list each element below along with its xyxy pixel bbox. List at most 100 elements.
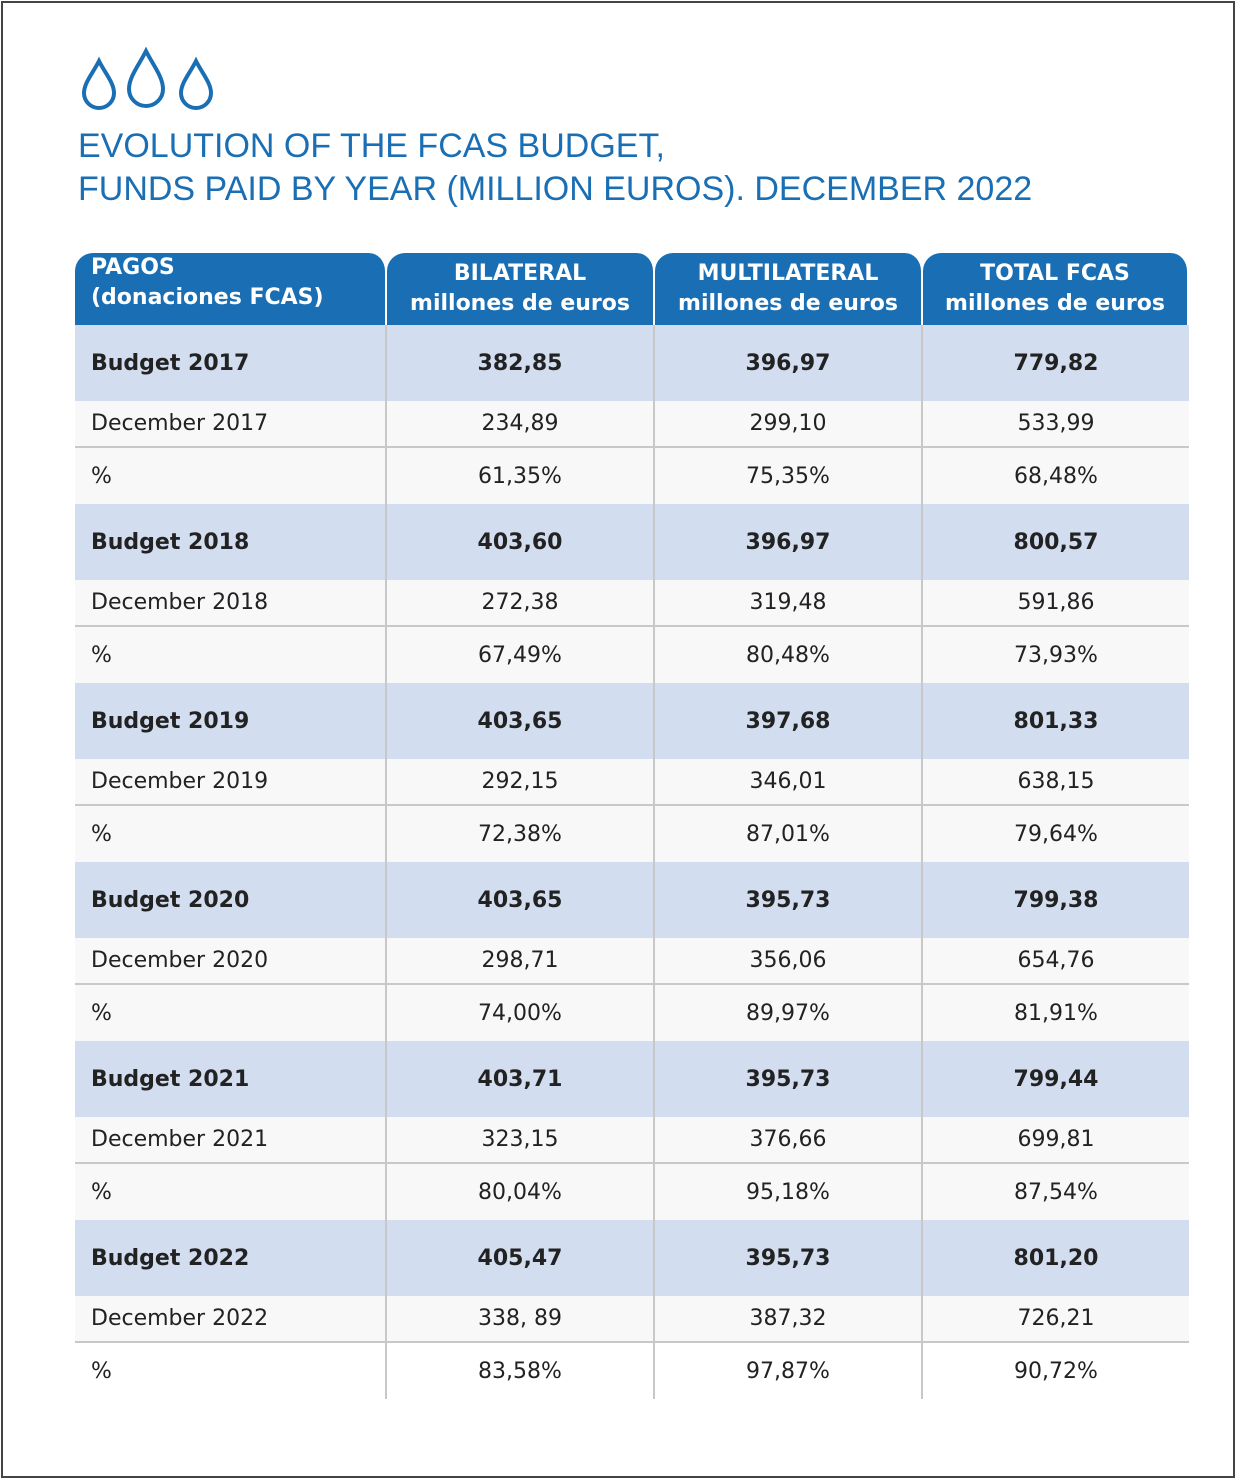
- table-row: Budget 2021 403,71 395,73 799,44: [75, 1041, 1189, 1117]
- table-row: December 2017 234,89 299,10 533,99: [75, 401, 1189, 448]
- table-row: % 61,35% 75,35% 68,48%: [75, 448, 1189, 504]
- header-text: (donaciones FCAS): [91, 285, 324, 310]
- table-cell: 397,68: [655, 683, 923, 759]
- header-cell: MULTILATERAL millones de euros: [655, 253, 923, 325]
- table: PAGOS (donaciones FCAS) BILATERAL millones …: [75, 253, 1189, 1399]
- table-cell: 72,38%: [387, 806, 655, 862]
- table-cell: 779,82: [923, 325, 1189, 401]
- table-cell: 319,48: [655, 580, 923, 627]
- table-cell: Budget 2020: [75, 862, 387, 938]
- title-line: FUNDS PAID BY YEAR (MILLION EUROS). DECE…: [78, 170, 1033, 208]
- header-row: PAGOS (donaciones FCAS) BILATERAL millones …: [75, 253, 1189, 325]
- table-cell: 299,10: [655, 401, 923, 448]
- table-cell: 726,21: [923, 1296, 1189, 1343]
- table-cell: 403,65: [387, 862, 655, 938]
- table-cell: 323,15: [387, 1117, 655, 1164]
- header-cell: BILATERAL millones de euros: [387, 253, 655, 325]
- table-cell: December 2022: [75, 1296, 387, 1343]
- table-cell: %: [75, 627, 387, 683]
- table-cell: 533,99: [923, 401, 1189, 448]
- table-cell: Budget 2018: [75, 504, 387, 580]
- table-cell: %: [75, 1164, 387, 1220]
- table-cell: 654,76: [923, 938, 1189, 985]
- table-row: % 74,00% 89,97% 81,91%: [75, 985, 1189, 1041]
- table-cell: %: [75, 1343, 387, 1399]
- table-cell: 376,66: [655, 1117, 923, 1164]
- table-cell: 73,93%: [923, 627, 1189, 683]
- table-cell: 395,73: [655, 1220, 923, 1296]
- table-row: December 2021 323,15 376,66 699,81: [75, 1117, 1189, 1164]
- table-cell: 79,64%: [923, 806, 1189, 862]
- table-cell: 799,38: [923, 862, 1189, 938]
- table-cell: 68,48%: [923, 448, 1189, 504]
- table-row: % 67,49% 80,48% 73,93%: [75, 627, 1189, 683]
- table-cell: 87,01%: [655, 806, 923, 862]
- table-cell: 95,18%: [655, 1164, 923, 1220]
- table-row: % 72,38% 87,01% 79,64%: [75, 806, 1189, 862]
- table-cell: 799,44: [923, 1041, 1189, 1117]
- header-text: MULTILATERAL: [697, 261, 879, 286]
- header-text: BILATERAL: [453, 261, 587, 286]
- table-cell: 387,32: [655, 1296, 923, 1343]
- header-text: millones de euros: [945, 291, 1165, 316]
- table-cell: 396,97: [655, 504, 923, 580]
- table-row: % 83,58% 97,87% 90,72%: [75, 1343, 1189, 1399]
- header-text: TOTAL FCAS: [980, 261, 1130, 286]
- table-cell: December 2017: [75, 401, 387, 448]
- table-cell: 97,87%: [655, 1343, 923, 1399]
- table-cell: 591,86: [923, 580, 1189, 627]
- table-cell: 90,72%: [923, 1343, 1189, 1399]
- table-cell: December 2019: [75, 759, 387, 806]
- table-cell: Budget 2019: [75, 683, 387, 759]
- table-cell: 67,49%: [387, 627, 655, 683]
- table-cell: 80,48%: [655, 627, 923, 683]
- table-cell: 382,85: [387, 325, 655, 401]
- table-row: Budget 2018 403,60 396,97 800,57: [75, 504, 1189, 580]
- table-cell: 801,33: [923, 683, 1189, 759]
- table-cell: 61,35%: [387, 448, 655, 504]
- table-cell: Budget 2022: [75, 1220, 387, 1296]
- table-cell: 87,54%: [923, 1164, 1189, 1220]
- header-text: millones de euros: [410, 291, 630, 316]
- table-cell: 80,04%: [387, 1164, 655, 1220]
- table-cell: 356,06: [655, 938, 923, 985]
- table-row: December 2020 298,71 356,06 654,76: [75, 938, 1189, 985]
- table-cell: 89,97%: [655, 985, 923, 1041]
- table-cell: 272,38: [387, 580, 655, 627]
- table-cell: 395,73: [655, 862, 923, 938]
- table-cell: 800,57: [923, 504, 1189, 580]
- table-row: Budget 2022 405,47 395,73 801,20: [75, 1220, 1189, 1296]
- table-cell: 801,20: [923, 1220, 1189, 1296]
- header-text: PAGOS: [91, 255, 175, 280]
- table-row: December 2019 292,15 346,01 638,15: [75, 759, 1189, 806]
- table-cell: 403,65: [387, 683, 655, 759]
- table-cell: 83,58%: [387, 1343, 655, 1399]
- table-cell: 338, 89: [387, 1296, 655, 1343]
- table-row: Budget 2017 382,85 396,97 779,82: [75, 325, 1189, 401]
- table-cell: 638,15: [923, 759, 1189, 806]
- drop-icons: [81, 47, 214, 110]
- table-cell: December 2021: [75, 1117, 387, 1164]
- table-cell: Budget 2021: [75, 1041, 387, 1117]
- header-cell: PAGOS (donaciones FCAS): [75, 253, 387, 325]
- title-line: EVOLUTION OF THE FCAS BUDGET,: [78, 127, 665, 165]
- table-cell: 699,81: [923, 1117, 1189, 1164]
- table-cell: December 2018: [75, 580, 387, 627]
- table-cell: %: [75, 985, 387, 1041]
- table-cell: 395,73: [655, 1041, 923, 1117]
- table-cell: 75,35%: [655, 448, 923, 504]
- table-cell: 346,01: [655, 759, 923, 806]
- table-row: Budget 2019 403,65 397,68 801,33: [75, 683, 1189, 759]
- table-cell: %: [75, 806, 387, 862]
- table-cell: 403,60: [387, 504, 655, 580]
- table-cell: December 2020: [75, 938, 387, 985]
- table-cell: 74,00%: [387, 985, 655, 1041]
- table-cell: 403,71: [387, 1041, 655, 1117]
- table-cell: Budget 2017: [75, 325, 387, 401]
- table-row: December 2018 272,38 319,48 591,86: [75, 580, 1189, 627]
- table-row: December 2022 338, 89 387,32 726,21: [75, 1296, 1189, 1343]
- table-cell: 234,89: [387, 401, 655, 448]
- table-row: Budget 2020 403,65 395,73 799,38: [75, 862, 1189, 938]
- table-row: % 80,04% 95,18% 87,54%: [75, 1164, 1189, 1220]
- header-text: millones de euros: [678, 291, 898, 316]
